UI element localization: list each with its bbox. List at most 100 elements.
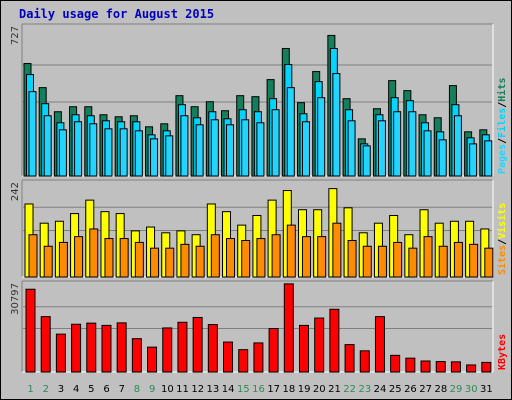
pages-bar [317, 97, 326, 177]
y-max-labels: 727 242 30797 [10, 26, 21, 315]
pages-bar [180, 115, 189, 177]
kbytes-bar [450, 361, 461, 373]
legend-entry: Pages [497, 144, 508, 174]
kbytes-bar [223, 341, 234, 373]
sites-bar [43, 245, 53, 278]
kbytes-bar [71, 323, 82, 373]
y-max-label: 242 [10, 182, 21, 201]
pages-bar [438, 139, 447, 177]
kbytes-bar [101, 324, 112, 373]
kbytes-bar [329, 308, 340, 373]
pages-bar [226, 124, 235, 177]
kbytes-bar [147, 346, 158, 373]
pages-bar [89, 123, 98, 177]
day-label: 6 [103, 384, 109, 395]
day-label: 31 [480, 384, 493, 395]
pages-bar [347, 120, 356, 177]
pages-bar [256, 122, 265, 177]
day-label: 4 [73, 384, 79, 395]
sites-bar [332, 222, 342, 278]
y-max-label: 30797 [10, 283, 21, 315]
sites-bar [256, 238, 266, 278]
pages-bar [469, 143, 478, 177]
day-label: 18 [283, 384, 296, 395]
kbytes-bar [40, 316, 51, 373]
day-label: 25 [389, 384, 402, 395]
day-label: 19 [298, 384, 311, 395]
legend-entry: Sites [496, 245, 508, 275]
pages-bar [484, 140, 493, 177]
sites-bar [104, 238, 114, 278]
sites-bar [271, 234, 281, 278]
kbytes-bar [116, 322, 127, 373]
sites-bar [484, 247, 494, 278]
bars [23, 34, 494, 373]
sites-bar [195, 245, 205, 278]
sites-bar [423, 236, 433, 278]
pages-bar [332, 73, 341, 177]
day-label: 15 [237, 384, 250, 395]
sites-bar [226, 238, 236, 278]
day-label: 22 [343, 384, 356, 395]
day-label: 23 [358, 384, 371, 395]
pages-bar [423, 130, 432, 177]
day-label: 3 [58, 384, 64, 395]
day-label: 1 [27, 384, 33, 395]
pages-bar [195, 124, 204, 177]
y-max-label: 727 [10, 26, 21, 45]
pages-bar [119, 128, 128, 177]
day-label: 14 [222, 384, 235, 395]
kbytes-bar [25, 288, 36, 373]
legend-entry: Files [496, 108, 508, 138]
kbytes-bar [268, 327, 279, 373]
day-label: 7 [119, 384, 125, 395]
day-label: 13 [207, 384, 220, 395]
sites-bar [286, 224, 296, 278]
sites-bar [180, 243, 190, 278]
kbytes-bar [298, 324, 309, 373]
pages-bar [241, 119, 250, 177]
kbytes-bar [374, 316, 385, 373]
sites-bar [89, 228, 99, 278]
kbytes-bar [435, 361, 446, 373]
kbytes-bar [131, 338, 142, 373]
legend-entry: / [497, 239, 508, 245]
pages-bar [377, 120, 386, 177]
sites-bar [453, 241, 463, 278]
pages-bar [134, 130, 143, 177]
pages-bar [28, 91, 37, 177]
day-label: 11 [176, 384, 189, 395]
sites-bar [58, 241, 68, 278]
day-label: 12 [191, 384, 204, 395]
day-label: 24 [374, 384, 387, 395]
kbytes-bar [390, 354, 401, 373]
day-label: 28 [434, 384, 447, 395]
day-label: 10 [161, 384, 174, 395]
legend-entry: KBytes [497, 334, 508, 370]
pages-bar [165, 135, 174, 177]
kbytes-bar [359, 350, 370, 373]
sites-bar [119, 238, 129, 278]
day-label: 2 [43, 384, 49, 395]
kbytes-bar [481, 361, 492, 373]
sites-bar [150, 247, 160, 278]
sites-bar [74, 236, 84, 278]
pages-bar [362, 145, 371, 177]
day-label: 30 [465, 384, 478, 395]
pages-bar [104, 128, 113, 177]
day-label: 16 [252, 384, 265, 395]
pages-bar [58, 129, 67, 177]
kbytes-bar [55, 333, 66, 373]
sites-bar [469, 243, 479, 278]
legend-entry: Visits [496, 203, 508, 239]
pages-bar [301, 121, 310, 177]
pages-bar [453, 115, 462, 177]
sites-bar [408, 247, 418, 278]
legend-entry: / [497, 102, 508, 108]
day-label: 9 [149, 384, 155, 395]
day-label: 27 [419, 384, 432, 395]
legend-entry: / [497, 138, 508, 144]
kbytes-bar [314, 317, 325, 373]
sites-bar [301, 236, 311, 278]
